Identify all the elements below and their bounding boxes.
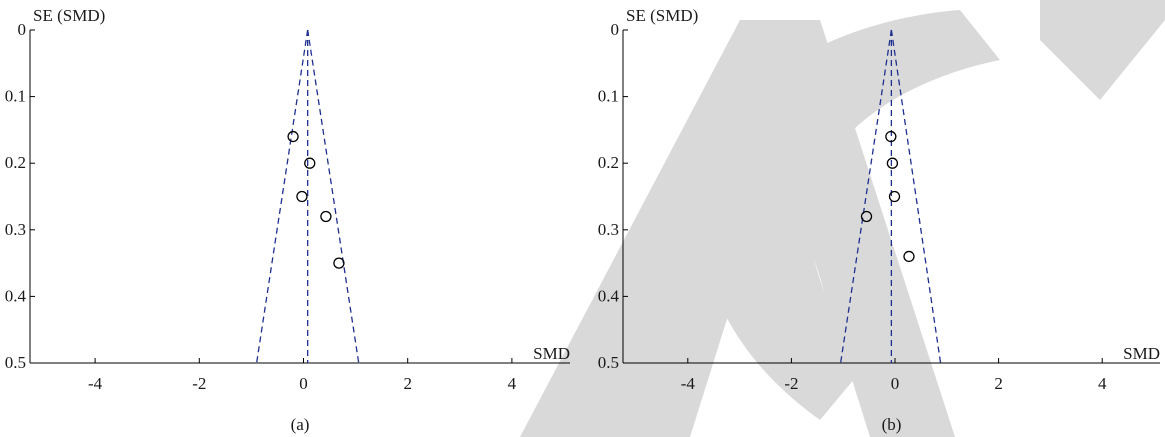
y-tick-label: 0.3 <box>598 220 619 239</box>
x-tick-label: 0 <box>891 374 900 393</box>
funnel-right-line <box>307 29 360 364</box>
study-point <box>886 157 899 169</box>
study-point <box>333 257 345 269</box>
y-tick-label: 0 <box>611 20 620 39</box>
x-tick-label: 0 <box>299 374 308 393</box>
y-tick-label: 0.1 <box>5 87 26 106</box>
x-tick-label: 4 <box>1098 374 1107 393</box>
funnel-left-line <box>255 29 309 364</box>
x-tick-label: 2 <box>994 374 1003 393</box>
watermark-letter-c <box>700 10 1000 420</box>
y-tick-label: 0 <box>18 20 27 39</box>
panel-label: (b) <box>882 415 902 434</box>
funnel-plot-a: 0 0.1 0.2 0.3 0.4 0.5 -4 -2 0 2 4 SE (SMD) SMD (a) <box>5 6 570 434</box>
y-axis-title: SE (SMD) <box>626 6 698 25</box>
x-tick-label: -4 <box>88 374 103 393</box>
funnel-plot-b: 0 0.1 0.2 0.3 0.4 0.5 -4 -2 0 2 4 SE (SMD) SMD (b) <box>598 6 1160 434</box>
y-tick-label: 0.3 <box>5 220 26 239</box>
watermark-letter-t <box>1040 0 1165 100</box>
y-tick-label: 0.2 <box>598 153 619 172</box>
y-tick-label: 0.5 <box>598 353 619 372</box>
study-point <box>903 250 915 263</box>
y-tick-label: 0.2 <box>5 153 26 172</box>
y-tick-label: 0.4 <box>598 286 620 305</box>
study-point <box>888 190 901 203</box>
study-point <box>304 157 316 169</box>
x-tick-label: 4 <box>508 374 517 393</box>
x-tick-label: 2 <box>403 374 412 393</box>
panel-label: (a) <box>291 415 310 434</box>
funnel-left-line <box>839 29 893 364</box>
retraction-watermark <box>520 0 1165 437</box>
funnel-right-line <box>890 29 942 364</box>
x-axis-title: SMD <box>533 344 570 363</box>
y-tick-label: 0.1 <box>598 87 619 106</box>
x-tick-label: -2 <box>192 374 206 393</box>
x-tick-label: -2 <box>784 374 798 393</box>
x-tick-label: -4 <box>681 374 696 393</box>
study-point <box>860 210 873 223</box>
study-point <box>885 130 897 143</box>
y-axis-title: SE (SMD) <box>33 6 105 25</box>
y-tick-label: 0.5 <box>5 353 26 372</box>
study-point <box>296 190 308 203</box>
study-point <box>287 130 299 143</box>
y-tick-label: 0.4 <box>5 286 27 305</box>
study-point <box>320 210 332 223</box>
x-axis-title: SMD <box>1123 344 1160 363</box>
